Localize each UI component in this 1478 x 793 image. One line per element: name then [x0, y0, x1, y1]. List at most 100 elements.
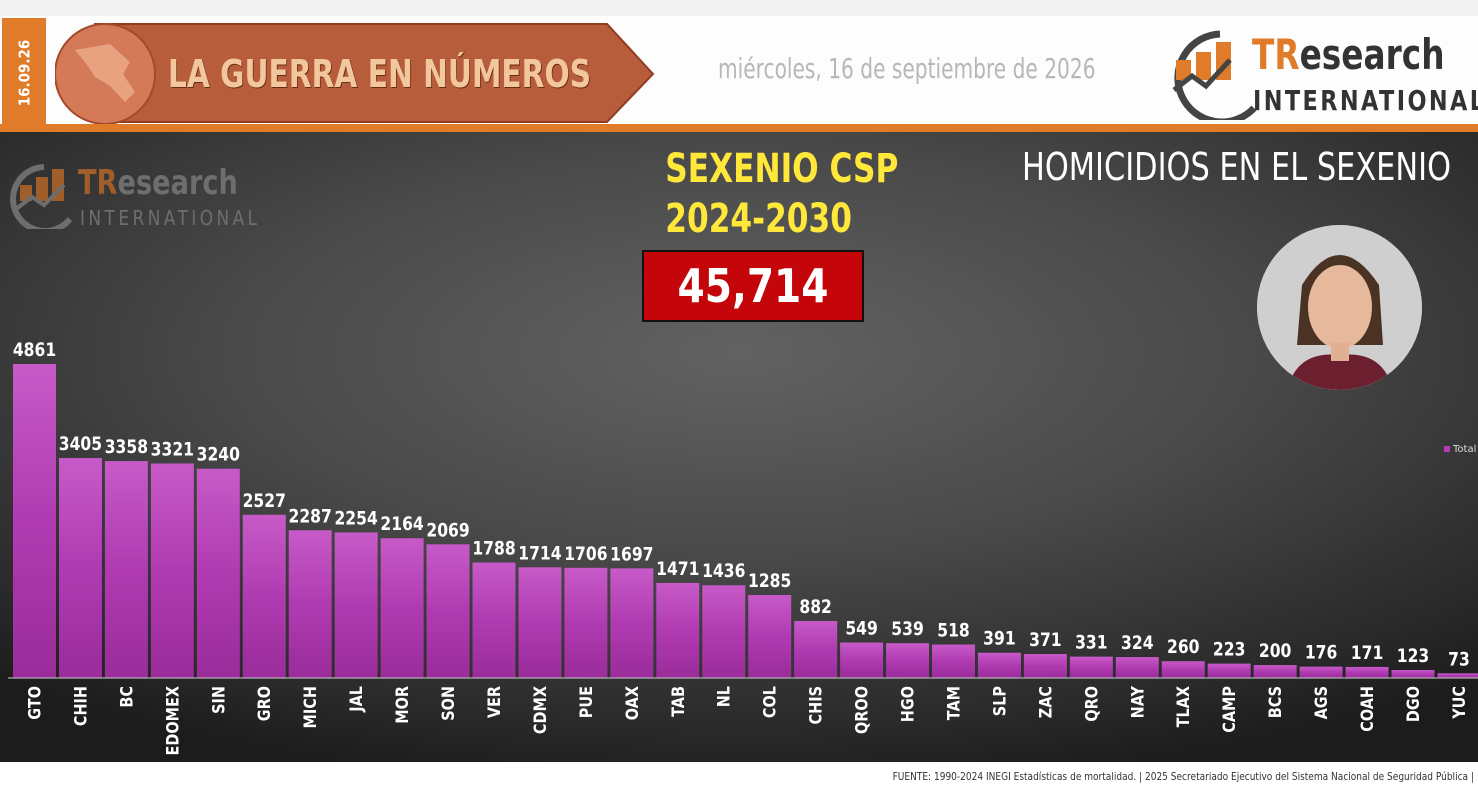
bar-nl [702, 585, 746, 678]
value-label-ags: 176 [1305, 642, 1338, 664]
value-label-gro: 2527 [243, 490, 286, 512]
value-label-chih: 3405 [59, 434, 102, 456]
tresearch-watermark-icon [10, 164, 73, 229]
category-label-ags: AGS [1311, 686, 1331, 719]
bar-hgo [886, 643, 930, 678]
value-label-yuc: 73 [1448, 649, 1470, 671]
category-label-nl: NL [714, 686, 734, 707]
bar-gro [242, 514, 286, 678]
chart-title: HOMICIDIOS EN EL SEXENIO [1022, 145, 1452, 189]
category-label-pue: PUE [576, 686, 596, 718]
bar-col [748, 594, 792, 678]
category-label-qroo: QROO [851, 686, 871, 734]
sexenio-years: 2024-2030 [665, 196, 852, 242]
bar-oax [610, 568, 654, 678]
value-label-qroo: 549 [845, 618, 878, 640]
value-label-tab: 1471 [656, 559, 699, 581]
legend-swatch [1444, 446, 1450, 452]
category-label-tlax: TLAX [1173, 686, 1193, 727]
category-label-dgo: DGO [1403, 686, 1423, 722]
value-label-chis: 882 [799, 597, 832, 619]
value-label-oax: 1697 [610, 544, 653, 566]
value-label-mich: 2287 [289, 506, 332, 528]
value-label-tam: 518 [937, 620, 970, 642]
bar-tam [932, 644, 975, 678]
category-label-mich: MICH [300, 686, 320, 728]
value-label-pue: 1706 [564, 543, 607, 565]
value-label-edomex: 3321 [151, 439, 194, 461]
bar-ver [472, 562, 516, 678]
category-label-son: SON [438, 686, 458, 721]
tresearch-logo-icon [1172, 30, 1257, 120]
bar-pue [564, 567, 608, 678]
logo-top-wordmark: TResearch [1252, 30, 1445, 79]
total-box [642, 250, 864, 322]
bar-camp [1207, 663, 1251, 678]
value-label-hgo: 539 [891, 619, 924, 641]
value-label-qro: 331 [1075, 632, 1108, 654]
category-label-coah: COAH [1357, 686, 1377, 732]
bar-edomex [150, 463, 194, 678]
category-label-tam: TAM [943, 686, 963, 720]
category-label-ver: VER [484, 686, 504, 718]
long-date: miércoles, 16 de septiembre de 2026 [718, 52, 1096, 85]
bar-qro [1069, 656, 1113, 678]
category-label-tab: TAB [668, 686, 688, 717]
category-label-sin: SIN [208, 686, 228, 714]
category-label-yuc: YUC [1449, 686, 1469, 720]
bar-bcs [1253, 665, 1297, 678]
value-label-slp: 391 [983, 628, 1016, 650]
value-label-sin: 3240 [197, 444, 240, 466]
date-tab [2, 18, 46, 128]
bar-chart: 4861 GTO 3405 CHIH 3358 BC 3321 EDOMEX 3240 SIN 25… [8, 340, 1478, 755]
logo-top-international: INTERNATIONAL [1253, 84, 1478, 117]
bar-coah [1345, 666, 1389, 678]
value-label-son: 2069 [426, 520, 469, 542]
category-label-edomex: EDOMEX [162, 686, 182, 755]
bar-zac [1023, 654, 1067, 678]
category-label-jal: JAL [346, 686, 366, 713]
source-note: FUENTE: 1990-2024 INEGI Estadísticas de … [892, 770, 1474, 783]
category-label-gto: GTO [24, 686, 44, 720]
value-label-nl: 1436 [702, 561, 745, 583]
value-label-tlax: 260 [1167, 637, 1200, 659]
date-tab-label: 16.09.26 [15, 39, 33, 107]
value-label-camp: 223 [1213, 639, 1246, 661]
value-label-nay: 324 [1121, 633, 1154, 655]
bar-cdmx [518, 567, 562, 678]
category-label-zac: ZAC [1035, 686, 1055, 718]
bar-yuc [1437, 673, 1478, 678]
value-label-mor: 2164 [380, 514, 423, 536]
value-label-bcs: 200 [1259, 641, 1292, 663]
bar-slp [977, 652, 1021, 678]
value-label-gto: 4861 [13, 340, 56, 362]
value-label-ver: 1788 [472, 538, 515, 560]
value-label-cdmx: 1714 [518, 543, 561, 565]
legend-label: Total [1453, 444, 1477, 455]
value-label-dgo: 123 [1397, 646, 1430, 668]
value-label-coah: 171 [1351, 643, 1384, 665]
bar-gto [13, 364, 56, 678]
bar-sin [196, 468, 240, 678]
value-label-jal: 2254 [334, 508, 377, 530]
value-label-zac: 371 [1029, 630, 1062, 652]
bar-mich [288, 530, 332, 678]
portrait-photo [1257, 225, 1422, 390]
category-label-camp: CAMP [1219, 686, 1239, 733]
bar-son [426, 544, 470, 678]
value-label-bc: 3358 [105, 437, 148, 459]
category-label-bc: BC [116, 686, 136, 708]
chart-legend: Total [1444, 444, 1476, 455]
bar-chih [58, 458, 102, 678]
category-label-mor: MOR [392, 686, 412, 724]
category-label-nay: NAY [1127, 685, 1147, 718]
bar-dgo [1391, 670, 1435, 678]
category-label-hgo: HGO [897, 686, 917, 722]
bar-ags [1299, 666, 1343, 678]
header-divider [0, 124, 1478, 132]
category-label-col: COL [760, 686, 780, 718]
value-label-col: 1285 [748, 571, 791, 593]
bar-chis [794, 621, 838, 678]
category-label-bcs: BCS [1265, 686, 1285, 718]
bar-tab [656, 582, 700, 678]
